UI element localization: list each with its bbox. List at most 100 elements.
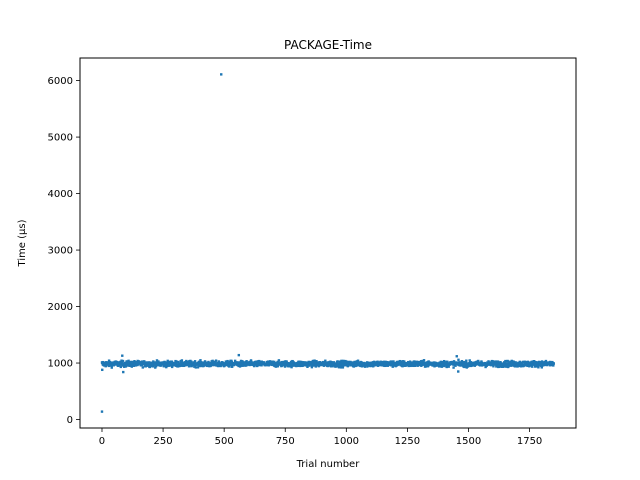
scatter-point [100, 410, 104, 413]
scatter-point [300, 364, 303, 368]
y-axis-ticks: 0 1000 2000 3000 4000 5000 6000 [48, 76, 80, 426]
scatter-point [405, 363, 408, 367]
scatter-point [307, 364, 311, 367]
scatter-point [537, 360, 541, 364]
scatter-point [532, 363, 536, 366]
scatter-point [132, 364, 136, 367]
scatter-point [464, 361, 468, 365]
scatter-point [451, 363, 455, 366]
scatter-point [342, 359, 345, 363]
scatter-point [341, 364, 345, 367]
scatter-point [203, 360, 207, 363]
scatter-point [121, 359, 125, 363]
scatter-point [258, 360, 262, 363]
scatter-point [314, 365, 317, 368]
scatter-point [140, 363, 144, 367]
scatter-point [279, 362, 283, 365]
scatter-point [548, 364, 552, 367]
scatter-point [328, 361, 332, 365]
scatter-point [230, 359, 233, 363]
scatter-point [104, 361, 108, 364]
scatter-point [372, 360, 376, 364]
scatter-point [473, 361, 476, 364]
scatter-point [480, 360, 483, 363]
scatter-point [411, 362, 415, 365]
x-axis-label: Trial number [296, 459, 361, 470]
scatter-point [533, 360, 536, 363]
scatter-point [256, 364, 259, 367]
scatter-point [159, 364, 163, 367]
scatter-point [126, 363, 130, 367]
scatter-point [413, 360, 416, 363]
scatter-point [507, 360, 510, 363]
scatter-point [231, 365, 234, 368]
scatter-point [154, 365, 158, 368]
scatter-point [340, 362, 344, 365]
scatter-point [241, 364, 245, 367]
scatter-point [426, 362, 429, 366]
scatter-point [154, 366, 157, 369]
scatter-point [339, 366, 343, 369]
scatter-point [530, 362, 533, 366]
scatter-point [272, 362, 275, 365]
scatter-point [280, 360, 283, 364]
scatter-point [176, 360, 180, 364]
scatter-point [442, 359, 446, 363]
scatter-point [214, 359, 218, 362]
scatter-point [219, 364, 222, 368]
scatter-point [497, 365, 500, 369]
scatter-point [239, 361, 242, 365]
scatter-point [517, 361, 520, 365]
scatter-point [542, 361, 545, 364]
scatter-point [284, 360, 287, 363]
scatter-point [337, 366, 341, 369]
scatter-point [498, 364, 501, 368]
scatter-points [100, 73, 555, 413]
scatter-point [496, 360, 500, 363]
scatter-point [166, 359, 169, 363]
scatter-point [457, 358, 460, 361]
scatter-point [107, 364, 111, 368]
scatter-point [324, 359, 327, 362]
scatter-point [157, 360, 160, 363]
scatter-point [421, 359, 424, 363]
scatter-point [143, 361, 146, 365]
scatter-point [403, 360, 406, 363]
scatter-point [301, 364, 304, 368]
scatter-point [408, 360, 412, 363]
scatter-point [150, 364, 154, 368]
x-tick-label: 500 [215, 436, 234, 447]
scatter-point [526, 361, 530, 364]
scatter-point [285, 360, 288, 363]
y-tick-label: 2000 [48, 302, 73, 313]
scatter-point [521, 360, 525, 364]
scatter-point [422, 359, 426, 362]
scatter-point [166, 364, 169, 368]
scatter-point [162, 363, 166, 366]
scatter-point [199, 361, 203, 364]
scatter-point [193, 364, 197, 367]
y-tick-label: 4000 [48, 189, 73, 200]
scatter-point [401, 360, 405, 363]
scatter-point [523, 364, 526, 367]
scatter-point [179, 363, 183, 367]
scatter-point [512, 360, 515, 364]
y-tick-label: 3000 [48, 246, 73, 257]
scatter-point [355, 362, 358, 365]
scatter-point [233, 359, 237, 363]
scatter-point [313, 359, 316, 362]
scatter-point [340, 359, 343, 363]
scatter-point [452, 360, 456, 363]
scatter-point [107, 359, 111, 362]
scatter-point [376, 364, 380, 367]
x-axis-ticks: 0 250 500 750 1000 1250 1500 1750 [99, 428, 542, 447]
scatter-point [200, 364, 203, 367]
x-tick-label: 1500 [456, 436, 481, 447]
scatter-point [366, 363, 369, 366]
scatter-point [433, 365, 436, 368]
scatter-point [141, 366, 144, 369]
scatter-point [170, 365, 174, 369]
scatter-point [306, 365, 309, 369]
scatter-point [392, 360, 395, 363]
